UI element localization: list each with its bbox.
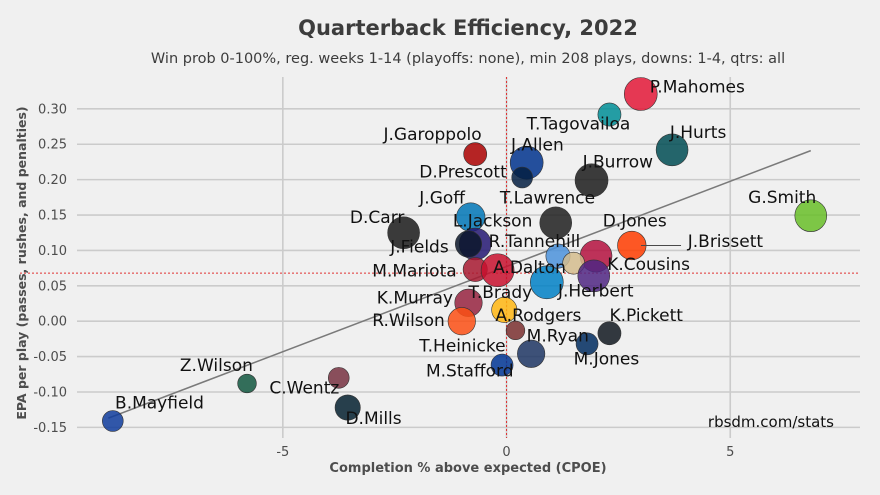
label-j-goff: J.Goff xyxy=(418,189,466,209)
label-z-wilson: Z.Wilson xyxy=(180,356,253,376)
point-m-ryan xyxy=(575,332,599,356)
label-j-allen: J.Allen xyxy=(510,136,564,156)
trend-line xyxy=(108,149,812,419)
point-r-wilson xyxy=(447,307,476,336)
label-k-pickett: K.Pickett xyxy=(609,306,683,326)
point-k-pickett xyxy=(597,321,622,346)
label-d-jones: D.Jones xyxy=(603,211,667,231)
y-tick-label: -0.05 xyxy=(33,350,67,365)
x-axis-ticks: -5 0 5 xyxy=(276,445,734,460)
label-t-heinicke: T.Heinicke xyxy=(418,337,505,357)
label-l-jackson: L.Jackson xyxy=(453,211,533,231)
label-j-brissett: J.Brissett xyxy=(687,232,764,252)
point-j-garoppolo xyxy=(463,142,488,167)
y-axis-label: EPA per play (passes, rushes, and penalt… xyxy=(14,106,29,419)
y-tick-label: 0.10 xyxy=(38,244,67,259)
y-tick-label: -0.15 xyxy=(33,421,67,436)
point-t-heinicke xyxy=(517,339,546,368)
point-t-lawrence xyxy=(539,206,572,240)
y-tick-label: -0.10 xyxy=(33,385,67,400)
label-g-smith: G.Smith xyxy=(748,188,816,208)
point-t-brady xyxy=(491,296,518,323)
x-tick-label: -5 xyxy=(276,445,289,460)
label-d-mills: D.Mills xyxy=(345,409,401,429)
point-d-mills xyxy=(334,394,361,421)
point-a-rodgers xyxy=(505,320,526,341)
label-a-rodgers: A.Rodgers xyxy=(495,306,581,326)
y-axis-ticks: -0.15 -0.10 -0.05 0.00 0.05 0.10 0.15 0.20 0.25 0… xyxy=(33,102,67,436)
point-g-smith xyxy=(794,199,828,232)
point-t-tagovailoa xyxy=(597,102,622,127)
point-p-mahomes xyxy=(623,77,658,111)
label-j-fields: J.Fields xyxy=(389,238,449,258)
label-j-herbert: J.Herbert xyxy=(557,281,634,301)
point-d-prescott xyxy=(511,166,533,189)
label-j-hurts: J.Hurts xyxy=(669,123,727,143)
point-z-wilson xyxy=(237,373,257,394)
label-t-tagovailoa: T.Tagovailoa xyxy=(526,114,631,134)
label-j-garoppolo: J.Garoppolo xyxy=(382,125,481,145)
label-m-jones: M.Jones xyxy=(574,349,640,369)
point-j-burrow xyxy=(574,163,609,198)
point-k-cousins2 xyxy=(577,259,611,293)
x-axis-label: Completion % above expected (CPOE) xyxy=(329,461,606,476)
y-tick-label: 0.05 xyxy=(38,279,67,294)
label-m-ryan: M.Ryan xyxy=(527,327,589,347)
label-j-burrow: J.Burrow xyxy=(582,153,654,173)
label-k-murray: K.Murray xyxy=(377,289,453,309)
label-b-mayfield: B.Mayfield xyxy=(115,393,204,413)
label-d-prescott: D.Prescott xyxy=(419,163,507,183)
label-a-dalton: A.Dalton xyxy=(493,258,566,278)
point-j-hurts xyxy=(655,133,689,167)
point-c-wentz xyxy=(327,367,350,389)
x-tick-label: 5 xyxy=(726,445,734,460)
y-tick-label: 0.20 xyxy=(38,173,67,188)
y-tick-label: 0.30 xyxy=(38,102,67,117)
label-p-mahomes: P.Mahomes xyxy=(650,78,745,98)
trend-line-path xyxy=(108,149,812,419)
point-labels: P.Mahomes T.Tagovailoa J.Hurts J.Garoppolo J… xyxy=(115,78,816,429)
label-k-cousins: K.Cousins xyxy=(607,255,690,275)
y-tick-label: 0.00 xyxy=(38,315,67,330)
chart-title: Quarterback Efficiency, 2022 xyxy=(298,16,638,40)
label-t-lawrence: T.Lawrence xyxy=(499,189,595,209)
label-t-brady: T.Brady xyxy=(468,283,533,303)
point-j-fields xyxy=(454,230,482,258)
y-tick-label: 0.15 xyxy=(38,209,67,224)
label-m-mariota: M.Mariota xyxy=(372,262,456,282)
x-tick-label: 0 xyxy=(502,445,510,460)
point-m-stafford xyxy=(490,353,514,377)
data-points xyxy=(102,77,828,432)
label-r-tannehill: R.Tannehill xyxy=(489,232,581,252)
point-j-herbert xyxy=(529,265,564,300)
point-a-dalton2 xyxy=(480,253,515,288)
label-c-wentz: C.Wentz xyxy=(269,378,339,398)
label-d-carr: D.Carr xyxy=(350,208,404,228)
credit-text: rbsdm.com/stats xyxy=(708,413,834,431)
label-r-wilson: R.Wilson xyxy=(372,311,445,331)
point-d-carr xyxy=(387,216,420,249)
point-b-mayfield xyxy=(102,410,124,432)
y-tick-label: 0.25 xyxy=(38,138,67,153)
chart-subtitle: Win prob 0-100%, reg. weeks 1-14 (playof… xyxy=(151,51,785,67)
label-m-stafford: M.Stafford xyxy=(426,361,514,381)
